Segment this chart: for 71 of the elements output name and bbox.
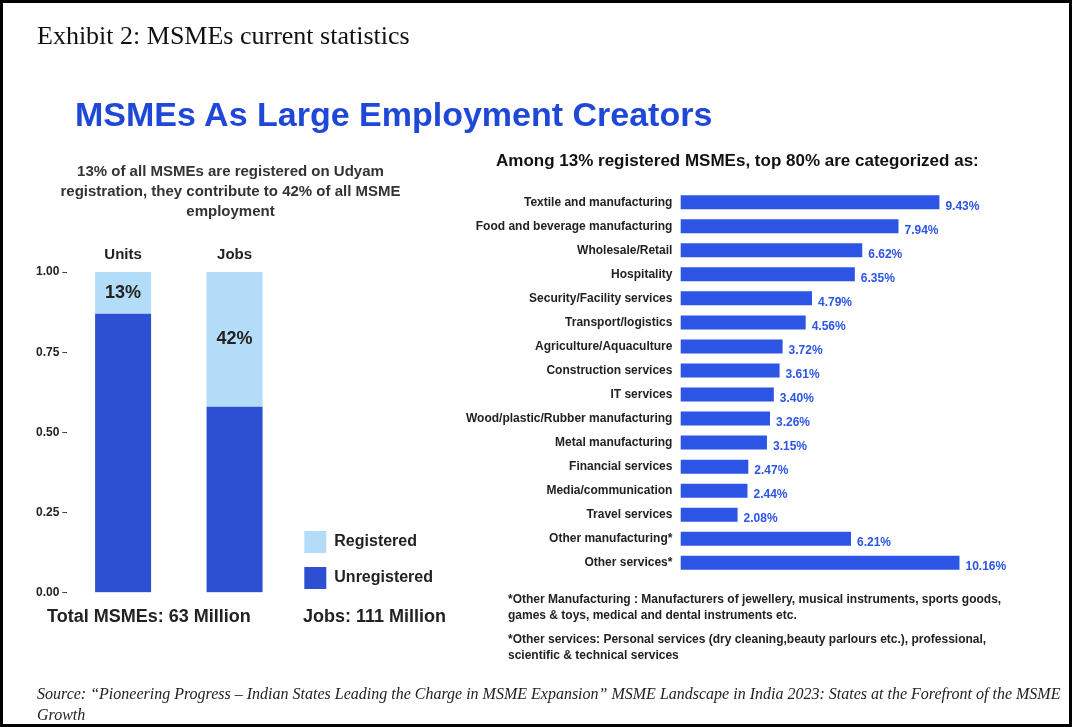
data-label: 2.08% xyxy=(743,511,778,526)
data-label: 4.56% xyxy=(811,318,847,333)
y-tick-label: Transport/logistics xyxy=(565,314,673,329)
data-label: 7.94% xyxy=(904,222,939,237)
text: *Other services: Personal services (dry cleaning,beauty parlours etc.), professional, scientific & technical services xyxy=(508,631,988,663)
y-tick-label: Textile and manufacturing xyxy=(523,194,673,209)
y-tick-label: Agriculture/Aquaculture xyxy=(535,338,673,353)
data-label: 42% xyxy=(216,328,253,349)
bar xyxy=(680,483,748,498)
y-tick-label: Travel services xyxy=(586,507,673,522)
data-label: 9.43% xyxy=(945,198,980,213)
data-label: 4.79% xyxy=(818,294,853,309)
y-tick-label: 0.50 xyxy=(36,424,60,439)
legend-label: Registered xyxy=(334,532,418,550)
data-label: 6.62% xyxy=(868,246,903,261)
data-label: 2.44% xyxy=(753,486,788,501)
data-label: 3.40% xyxy=(779,390,815,405)
bar xyxy=(95,313,152,593)
text: MSMEs As Large Employment Creators xyxy=(75,95,713,134)
text: Total MSMEs: 63 Million xyxy=(47,606,251,627)
y-tick-label: Financial services xyxy=(569,458,673,473)
x-tick-label: Units xyxy=(104,245,142,263)
bar xyxy=(680,291,812,306)
bar xyxy=(680,459,749,474)
bar xyxy=(206,406,263,593)
x-tick-label: Jobs xyxy=(217,245,253,263)
y-tick-label: 0.75 xyxy=(36,344,60,359)
bar xyxy=(680,411,770,426)
y-tick-label: Wood/plastic/Rubber manufacturing xyxy=(465,410,673,425)
y-tick-label: 0.00 xyxy=(36,585,60,600)
bar xyxy=(680,531,851,546)
data-label: 6.21% xyxy=(856,535,892,550)
bar xyxy=(680,435,767,450)
y-tick-label: Food and beverage manufacturing xyxy=(475,218,673,233)
chart-title: Among 13% registered MSMEs, top 80% are categorized as: xyxy=(496,151,979,171)
y-tick-label: Hospitality xyxy=(611,266,673,281)
data-label: 3.61% xyxy=(785,366,820,381)
y-tick-label: 0.25 xyxy=(36,504,60,519)
bar xyxy=(680,339,783,354)
text: 13% of all MSMEs are registered on Udyam registration, they contribute to 42% of all MSME employment xyxy=(59,161,402,221)
y-tick-label: Wholesale/Retail xyxy=(577,242,673,257)
bar xyxy=(680,387,774,402)
chart-title: Exhibit 2: MSMEs current statistics xyxy=(37,21,410,51)
data-label: 10.16% xyxy=(965,559,1007,574)
bar xyxy=(206,272,263,407)
bar xyxy=(680,507,738,522)
bar xyxy=(680,315,806,330)
source-note: Source: “Pioneering Progress – Indian States Leading the Charge in MSME Expansion” MSME Landscape in India 2023: States at the Forefront of the MSME Growth xyxy=(37,684,1062,725)
data-label: 3.15% xyxy=(772,438,808,453)
bar xyxy=(680,219,899,234)
data-label: 3.26% xyxy=(775,414,811,429)
y-tick-label: Other services* xyxy=(584,555,673,570)
bar xyxy=(680,243,863,258)
y-tick-label: Other manufacturing* xyxy=(549,531,673,546)
legend-label: Unregistered xyxy=(334,568,434,586)
bar xyxy=(680,195,940,210)
y-tick-label: Construction services xyxy=(546,362,673,377)
data-label: 13% xyxy=(105,281,142,302)
bar xyxy=(680,267,855,282)
data-label: 2.47% xyxy=(754,462,789,477)
y-tick-label: IT services xyxy=(610,386,673,401)
y-tick-label: Metal manufacturing xyxy=(555,434,673,449)
y-tick-label: Security/Facility services xyxy=(529,290,673,305)
y-tick-label: 1.00 xyxy=(36,264,60,279)
bar xyxy=(680,555,960,570)
text: Jobs: 111 Million xyxy=(303,606,447,627)
text: *Other Manufacturing : Manufacturers of jewellery, musical instruments, sports goods, games & toys, medical and dental instruments etc. xyxy=(508,591,1003,623)
bar xyxy=(680,363,780,378)
y-tick-label: Media/communication xyxy=(546,482,673,497)
data-label: 3.72% xyxy=(788,342,823,357)
data-label: 6.35% xyxy=(860,270,896,285)
